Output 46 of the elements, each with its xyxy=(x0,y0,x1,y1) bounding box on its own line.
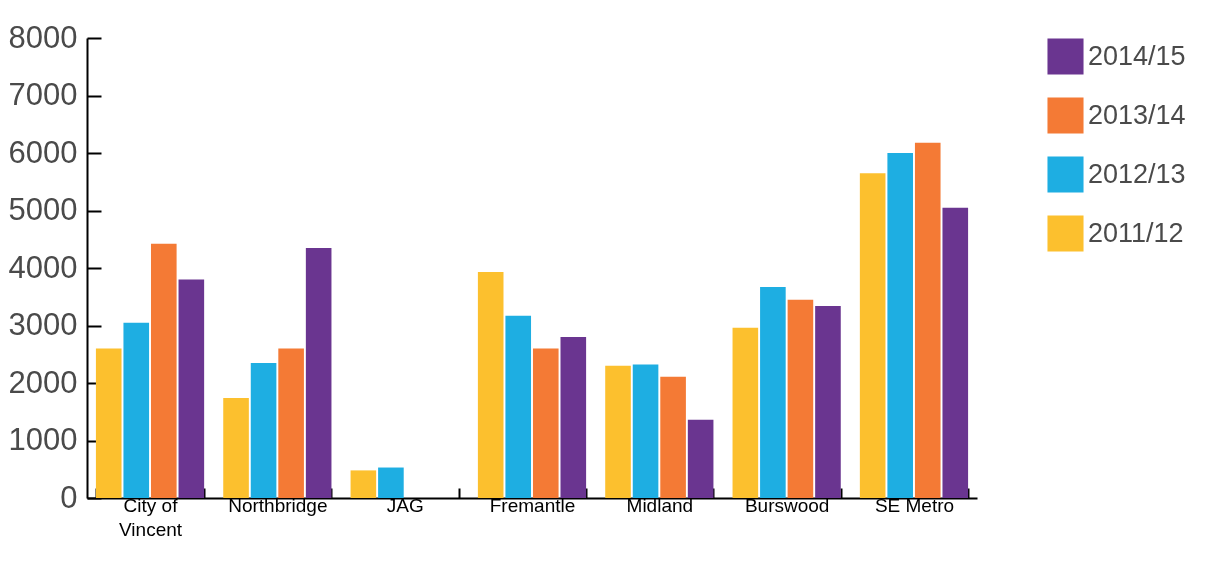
bar xyxy=(859,173,886,498)
bar xyxy=(278,348,304,498)
x-tick-label: Midland xyxy=(626,494,694,516)
bar xyxy=(660,376,686,498)
x-tick-label: Fremantle xyxy=(489,494,576,516)
bar xyxy=(223,397,249,498)
x-tick-label: Northbridge xyxy=(228,494,328,516)
bar xyxy=(914,142,941,498)
x-tick-label: SE Metro xyxy=(874,494,955,516)
bar xyxy=(887,153,914,498)
y-tick-label: 8000 xyxy=(8,19,78,55)
bar xyxy=(250,362,277,498)
y-tick-label: 3000 xyxy=(8,307,78,342)
bar xyxy=(605,365,631,498)
legend-label: 2012/13 xyxy=(1088,158,1186,189)
legend-label: 2013/14 xyxy=(1088,99,1186,130)
bar xyxy=(787,299,814,498)
y-tick-label: 2000 xyxy=(8,364,78,400)
bar xyxy=(760,286,786,498)
y-tick-label: 0 xyxy=(60,479,78,515)
bar xyxy=(477,272,504,498)
bar xyxy=(687,419,714,498)
bar xyxy=(815,305,841,498)
y-tick-label: 5000 xyxy=(8,192,78,227)
bar xyxy=(350,470,377,498)
bar xyxy=(732,327,759,498)
bar xyxy=(632,364,659,498)
y-tick-label: 6000 xyxy=(8,134,78,170)
bar xyxy=(150,243,177,498)
bar xyxy=(560,337,587,498)
bar xyxy=(178,279,205,498)
legend-label: 2011/12 xyxy=(1088,217,1184,248)
y-tick-label: 4000 xyxy=(8,249,78,285)
x-tick-label: City of Vincent xyxy=(119,494,183,540)
legend-label: 2014/15 xyxy=(1088,40,1186,71)
bar xyxy=(378,467,404,498)
bar xyxy=(305,247,332,498)
bar xyxy=(942,207,969,498)
y-tick-label: 7000 xyxy=(8,77,78,112)
x-tick-label: JAG xyxy=(386,494,424,516)
x-tick-label: Burswood xyxy=(744,494,830,516)
bar xyxy=(532,348,559,498)
bar xyxy=(123,322,150,498)
bar xyxy=(95,348,122,498)
bar xyxy=(505,315,532,498)
y-tick-label: 1000 xyxy=(8,422,78,457)
